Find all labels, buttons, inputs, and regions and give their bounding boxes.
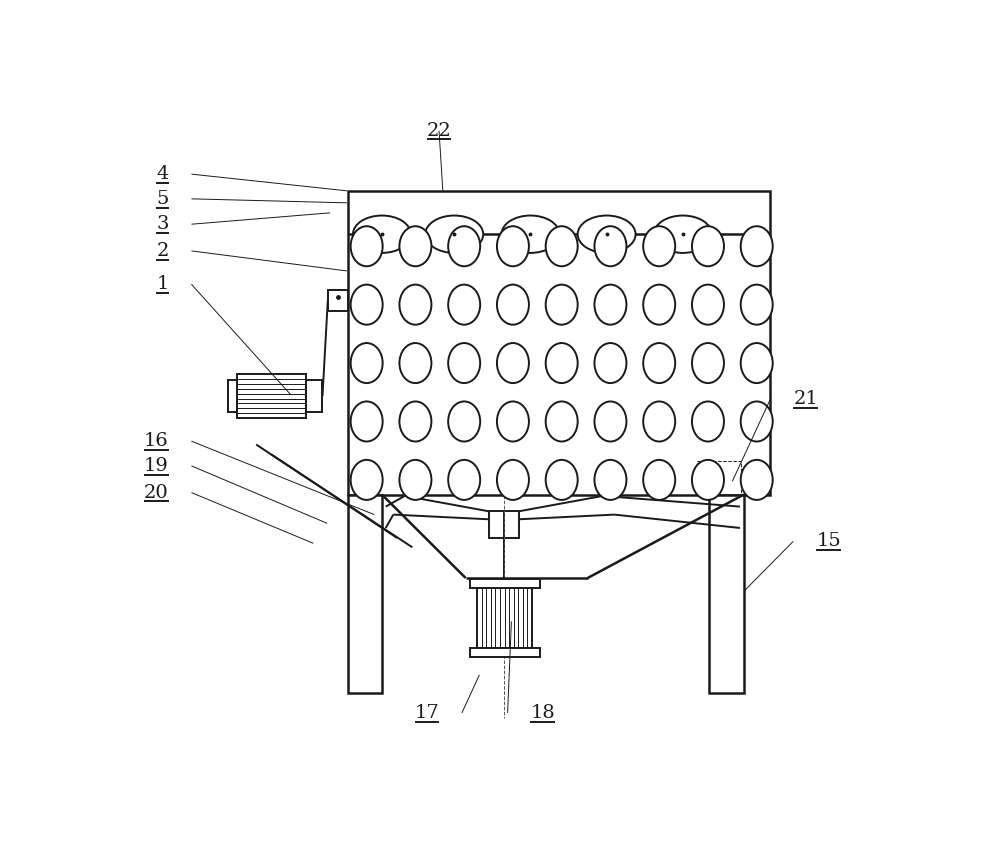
Ellipse shape <box>741 401 773 441</box>
Ellipse shape <box>497 401 529 441</box>
Ellipse shape <box>692 226 723 266</box>
Ellipse shape <box>399 401 432 441</box>
Bar <box>327 290 348 311</box>
Ellipse shape <box>692 284 723 324</box>
Ellipse shape <box>497 284 529 324</box>
Ellipse shape <box>501 216 559 253</box>
Ellipse shape <box>448 460 480 500</box>
Ellipse shape <box>546 284 578 324</box>
Ellipse shape <box>426 216 484 253</box>
Ellipse shape <box>595 460 626 500</box>
Bar <box>306 381 322 412</box>
Ellipse shape <box>546 401 578 441</box>
Text: 20: 20 <box>144 484 169 502</box>
Ellipse shape <box>595 226 626 266</box>
Ellipse shape <box>353 216 411 253</box>
Text: 18: 18 <box>531 704 555 722</box>
Ellipse shape <box>643 460 675 500</box>
Bar <box>228 380 237 413</box>
Ellipse shape <box>692 401 723 441</box>
Bar <box>237 375 306 418</box>
Ellipse shape <box>399 460 432 500</box>
Text: 15: 15 <box>816 532 840 551</box>
Ellipse shape <box>692 460 723 500</box>
Ellipse shape <box>351 284 382 324</box>
Ellipse shape <box>741 226 773 266</box>
Ellipse shape <box>546 343 578 383</box>
Ellipse shape <box>643 284 675 324</box>
Bar <box>348 191 771 494</box>
Text: 4: 4 <box>156 165 169 183</box>
Text: 19: 19 <box>144 457 169 475</box>
Ellipse shape <box>595 284 626 324</box>
Text: 21: 21 <box>793 390 818 408</box>
Ellipse shape <box>448 401 480 441</box>
Ellipse shape <box>546 226 578 266</box>
Bar <box>348 494 381 693</box>
Bar <box>697 460 741 495</box>
Bar <box>710 494 744 693</box>
Ellipse shape <box>741 343 773 383</box>
Ellipse shape <box>448 226 480 266</box>
Text: 3: 3 <box>156 215 169 233</box>
Bar <box>470 649 540 657</box>
Text: 1: 1 <box>156 276 169 293</box>
Ellipse shape <box>595 343 626 383</box>
Ellipse shape <box>448 343 480 383</box>
Ellipse shape <box>497 226 529 266</box>
Ellipse shape <box>643 401 675 441</box>
Text: 16: 16 <box>144 432 169 450</box>
Ellipse shape <box>595 401 626 441</box>
Ellipse shape <box>741 284 773 324</box>
Ellipse shape <box>654 216 712 253</box>
Text: 17: 17 <box>414 704 439 722</box>
Text: 5: 5 <box>156 190 169 208</box>
Ellipse shape <box>399 226 432 266</box>
Text: 2: 2 <box>156 242 169 260</box>
Bar <box>489 512 519 538</box>
Bar <box>470 579 540 588</box>
Ellipse shape <box>643 226 675 266</box>
Ellipse shape <box>741 460 773 500</box>
Ellipse shape <box>351 226 382 266</box>
Ellipse shape <box>351 401 382 441</box>
Ellipse shape <box>399 284 432 324</box>
Ellipse shape <box>643 343 675 383</box>
Ellipse shape <box>497 460 529 500</box>
Ellipse shape <box>692 343 723 383</box>
Ellipse shape <box>448 284 480 324</box>
Ellipse shape <box>351 460 382 500</box>
Ellipse shape <box>399 343 432 383</box>
Ellipse shape <box>351 343 382 383</box>
Ellipse shape <box>578 216 636 253</box>
Ellipse shape <box>546 460 578 500</box>
Bar <box>477 588 532 649</box>
Text: 22: 22 <box>427 121 451 140</box>
Ellipse shape <box>497 343 529 383</box>
